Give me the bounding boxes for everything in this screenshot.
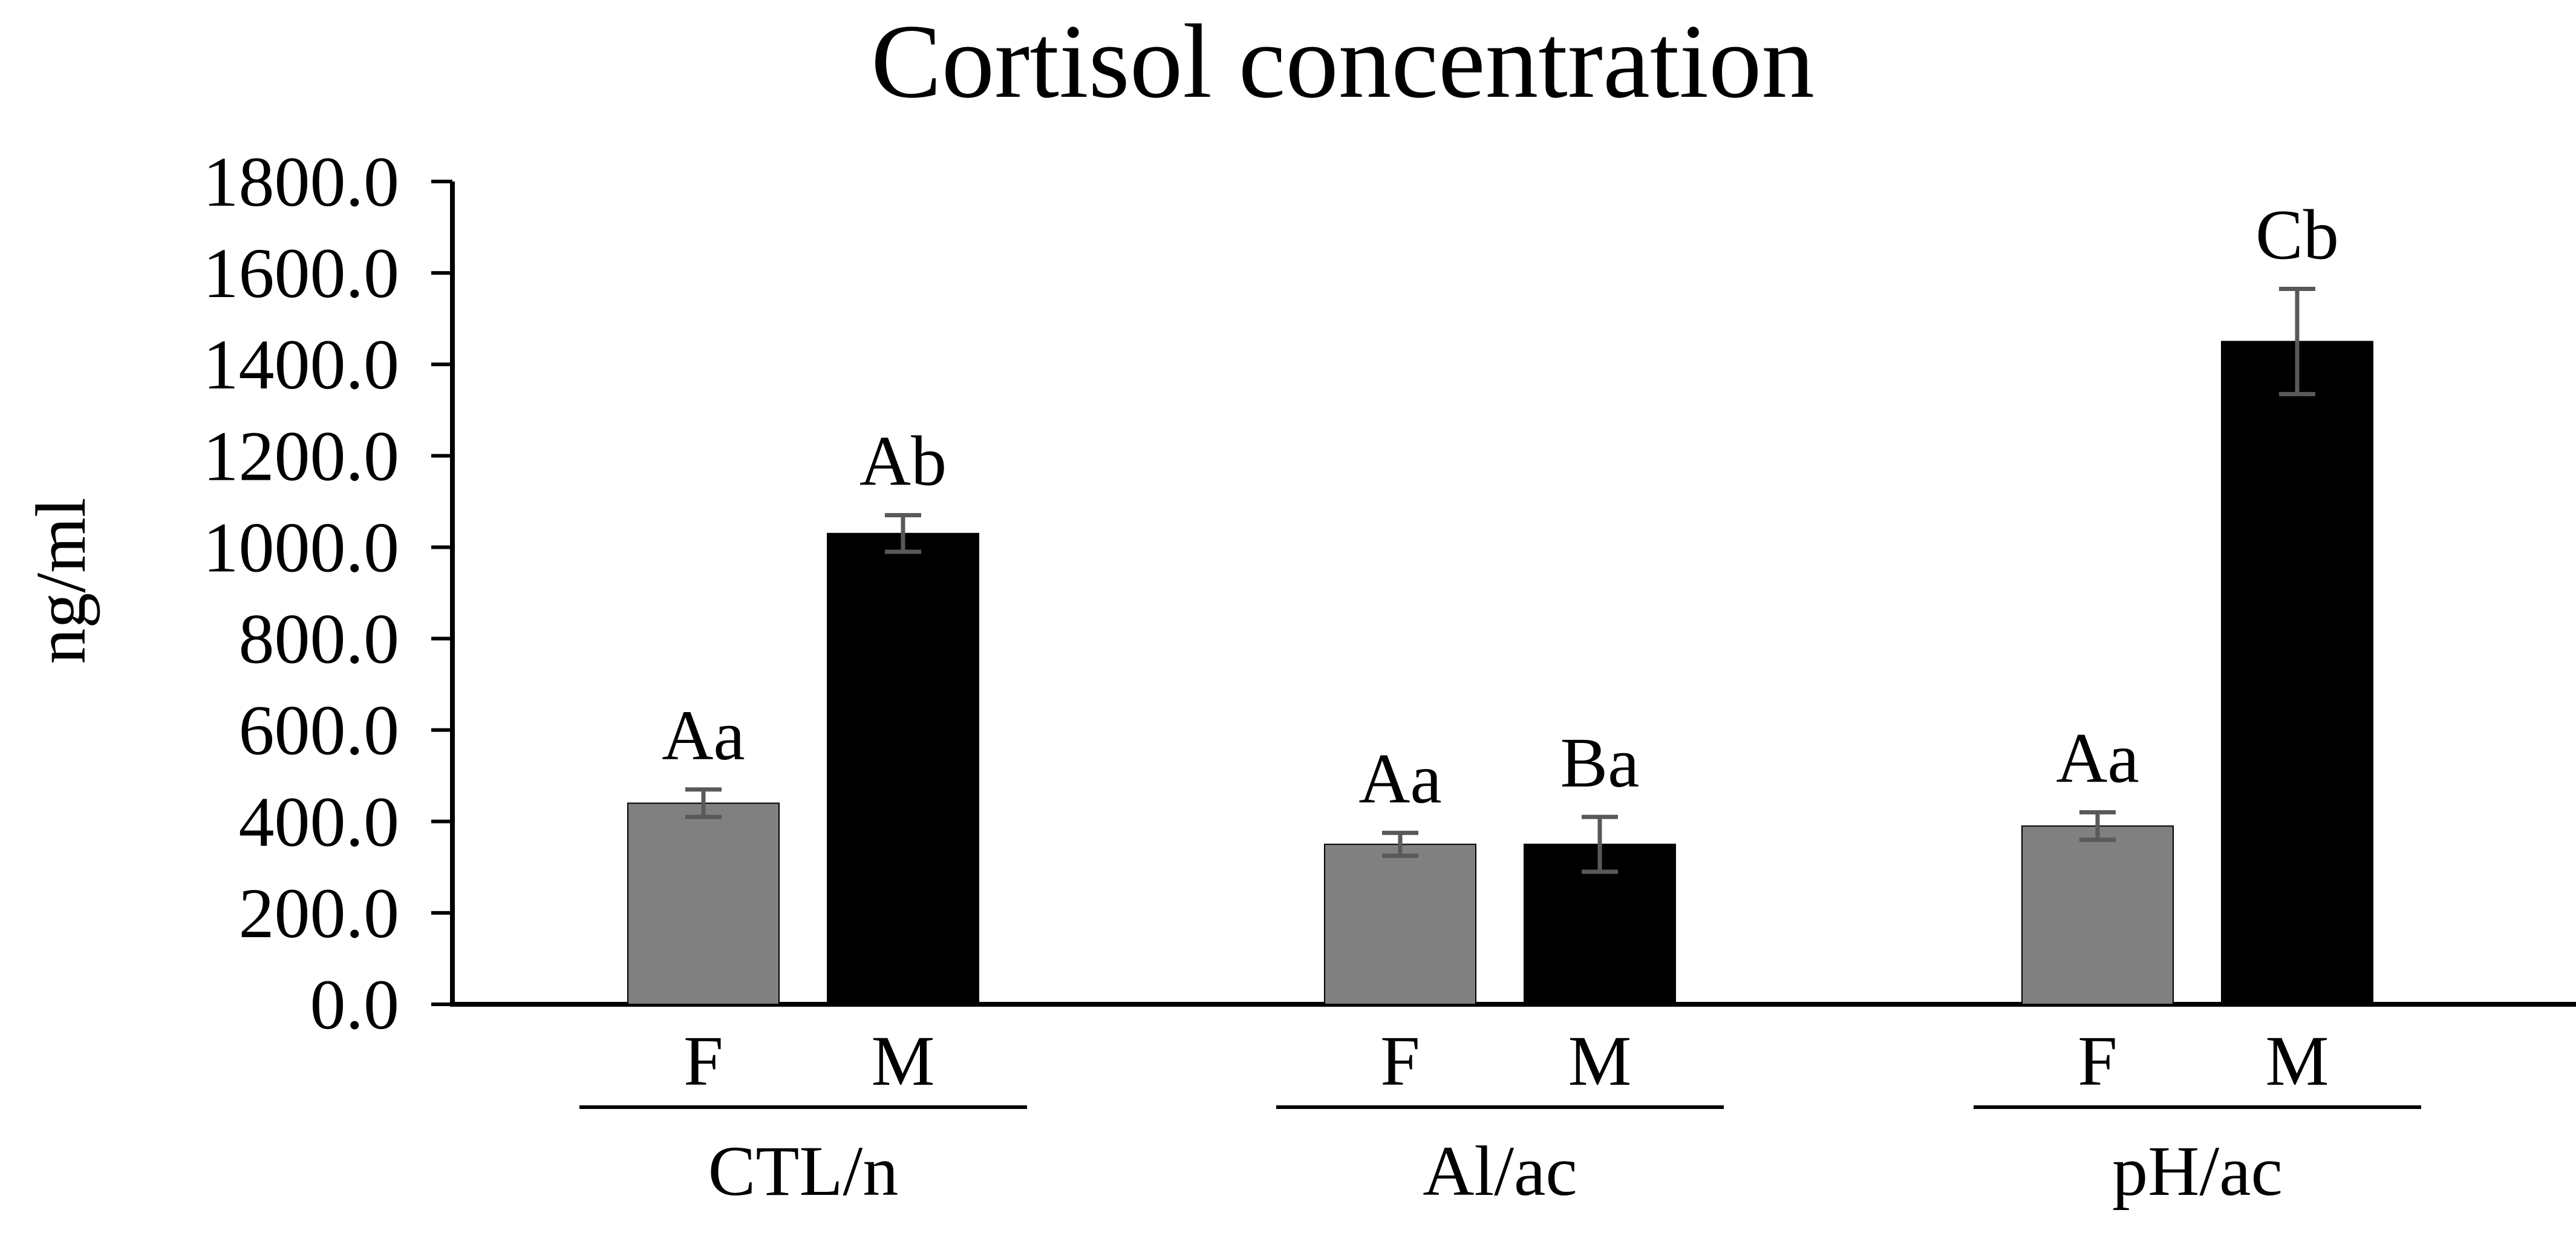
y-tick-label: 1000.0	[203, 508, 400, 587]
chart-title: Cortisol concentration	[871, 2, 1815, 120]
y-tick-label: 1600.0	[203, 234, 400, 313]
category-label: F	[683, 1021, 723, 1101]
data-label: Cb	[2255, 195, 2339, 275]
y-tick-label: 0.0	[310, 965, 400, 1044]
bar	[2022, 826, 2173, 1004]
y-axis-label: ng/ml	[21, 497, 100, 664]
bar	[1325, 845, 1476, 1004]
category-label: M	[1568, 1021, 1632, 1101]
category-label: F	[1380, 1021, 1420, 1101]
plot-area: 0.0 200.0 400.0 600.0 800.0 1000.0 1200.0 1400.…	[203, 142, 2576, 1211]
bar	[2222, 341, 2373, 1004]
data-label: Aa	[2056, 719, 2139, 798]
y-tick-label: 600.0	[239, 691, 400, 770]
data-label: Aa	[662, 696, 745, 775]
group-label: Al/ac	[1423, 1131, 1577, 1211]
y-tick-label: 400.0	[239, 782, 400, 862]
y-tick-label: 800.0	[239, 600, 400, 679]
category-label: M	[2266, 1021, 2329, 1101]
y-tick-label: 200.0	[239, 874, 400, 953]
y-tick-label: 1800.0	[203, 142, 400, 221]
y-tick-label: 1200.0	[203, 416, 400, 495]
bar	[628, 803, 779, 1004]
data-label: Ba	[1560, 723, 1639, 802]
group-label: CTL/n	[708, 1131, 899, 1211]
y-tick-label: 1400.0	[203, 325, 400, 404]
category-label: F	[2078, 1021, 2118, 1101]
data-label: Aa	[1358, 739, 1442, 819]
bar	[827, 534, 979, 1004]
group-label: pH/ac	[2112, 1131, 2283, 1211]
data-label: Ab	[859, 422, 947, 501]
category-label: M	[872, 1021, 935, 1101]
